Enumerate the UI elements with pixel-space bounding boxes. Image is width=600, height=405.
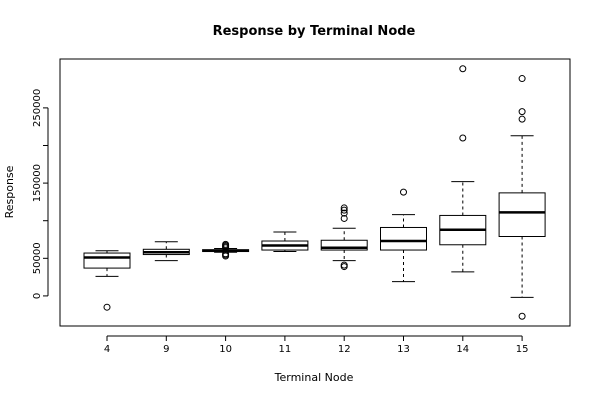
box-13 (380, 188, 427, 283)
box-9 (142, 241, 190, 262)
outlier-point (459, 65, 467, 73)
box-10 (202, 240, 250, 260)
outlier-point (518, 108, 526, 116)
outlier-point (400, 188, 407, 196)
box-12 (320, 204, 368, 271)
x-tick-label: 13 (397, 344, 410, 355)
x-tick-label: 9 (163, 344, 169, 355)
x-tick-label: 14 (456, 344, 469, 355)
outlier-point (518, 115, 526, 123)
outlier-point (459, 134, 467, 142)
box-11 (261, 231, 309, 253)
box-iqr (83, 252, 131, 269)
chart-title: Response by Terminal Node (213, 24, 416, 39)
box-iqr (320, 239, 368, 251)
boxes-layer (83, 65, 546, 320)
outlier-point (340, 204, 348, 212)
y-tick-label: 250000 (32, 89, 43, 127)
outlier-point (340, 209, 348, 217)
box-4 (83, 250, 131, 311)
x-tick-label: 10 (219, 344, 232, 355)
outlier-point (518, 75, 526, 83)
plot-frame (59, 58, 571, 327)
x-tick-label: 15 (516, 344, 529, 355)
box-14 (439, 65, 487, 273)
x-tick-label: 4 (104, 344, 110, 355)
x-tick-label: 11 (279, 344, 292, 355)
y-axis: 0 50000 150000 250000 (32, 89, 49, 299)
outlier-point (518, 312, 526, 320)
y-tick-label: 0 (32, 293, 43, 299)
box-iqr (498, 192, 546, 237)
x-axis-label: Terminal Node (274, 371, 354, 384)
y-tick-label: 50000 (32, 242, 43, 274)
outlier-point (222, 240, 230, 248)
box-iqr (380, 226, 427, 251)
outlier-point (340, 214, 348, 222)
box-15 (498, 75, 546, 320)
outlier-point (340, 261, 348, 269)
y-axis-label: Response (3, 165, 16, 218)
x-axis: 4 9 10 11 12 13 14 15 (104, 335, 529, 355)
outlier-point (103, 303, 111, 311)
outlier-point (340, 206, 348, 214)
y-tick-label: 150000 (32, 164, 43, 202)
x-tick-label: 12 (338, 344, 351, 355)
